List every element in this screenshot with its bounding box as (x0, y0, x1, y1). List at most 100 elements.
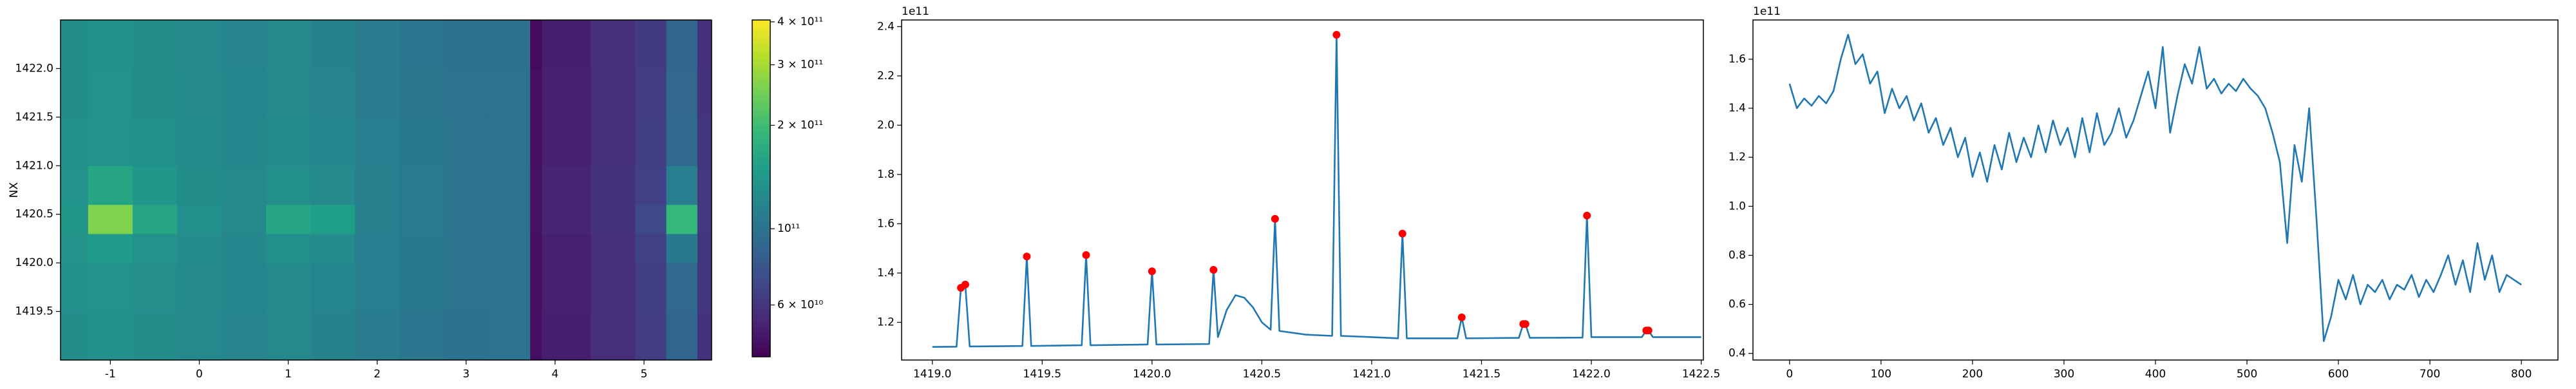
heatmap-cell (488, 263, 531, 312)
heatmap-cell (132, 311, 178, 361)
heatmap-cell (266, 263, 311, 312)
heatmap-cell (697, 166, 712, 205)
heatmap-cell (88, 20, 133, 69)
heatmap-cell (355, 233, 400, 263)
x-tick-label: 2 (374, 368, 381, 381)
heatmap-cell (355, 204, 400, 234)
heatmap-cell (61, 204, 89, 234)
heatmap-cell (310, 204, 355, 234)
colorbar (752, 19, 771, 357)
x-tick-label: 600 (2328, 368, 2349, 381)
heatmap-cell (635, 233, 667, 263)
heatmap-cell (61, 263, 89, 312)
heatmap-cell (666, 311, 698, 361)
heatmap-cell (697, 233, 712, 263)
panel: 1419.0 1419.5 1420.0 1420.5 1421.0 1421.5 1422… (877, 5, 1720, 381)
heatmap-cell (310, 68, 355, 118)
heatmap-cell (488, 20, 531, 69)
heatmap-cell (488, 68, 531, 118)
heatmap-cell (591, 166, 636, 205)
heatmap-cell (221, 233, 267, 263)
x-tick-label: 300 (2054, 368, 2074, 381)
colorbar-tick-label: 6 × 10¹⁰ (777, 299, 823, 312)
y-tick-label: 1421.5 (15, 111, 53, 124)
heatmap-cell (635, 68, 667, 118)
heatmap-cell (444, 263, 489, 312)
heatmap-cell (666, 263, 698, 312)
heatmap-cell (542, 263, 591, 312)
heatmap-cell (697, 263, 712, 312)
heatmap-cell (591, 117, 636, 166)
heatmap-cell (88, 263, 133, 312)
y-tick-label: 0.4 (1728, 347, 1746, 360)
heatmap-cell (542, 166, 591, 205)
heatmap-cell (88, 68, 133, 118)
heatmap-cell (444, 204, 489, 234)
peak-marker (961, 280, 969, 289)
x-tick-label: 0 (1786, 368, 1793, 381)
heatmap-cell (488, 117, 531, 166)
heatmap-cell (266, 233, 311, 263)
heatmap-cell (355, 20, 400, 69)
y-tick-label: 1422.0 (15, 62, 53, 75)
heatmap-cell (444, 20, 489, 69)
x-tick-label: 0 (196, 368, 203, 381)
peak-marker (1398, 229, 1406, 238)
heatmap-cell (221, 20, 267, 69)
heatmap-cell (88, 204, 133, 234)
heatmap-cell (542, 117, 591, 166)
heatmap-cell (635, 117, 667, 166)
heatmap-cell (542, 68, 591, 118)
heatmap-cell (266, 204, 311, 234)
peak-marker (1271, 214, 1279, 223)
peak-marker (1457, 313, 1466, 321)
y-tick-label: 1.2 (877, 316, 895, 328)
peak-marker (1082, 251, 1090, 260)
heatmap-cell (666, 204, 698, 234)
heatmap-cell (530, 20, 542, 69)
x-tick-label: 1422.5 (1682, 368, 1720, 381)
heatmap-cell (666, 166, 698, 205)
heatmap-cell (221, 166, 267, 205)
y-tick-label: 1420.0 (15, 256, 53, 269)
heatmap-cell (488, 166, 531, 205)
axis-offset-label: 1e11 (1753, 5, 1781, 18)
y-axis-label: NX (8, 182, 21, 198)
axes-frame (901, 19, 1704, 361)
heatmap-cell (530, 263, 542, 312)
heatmap-cell (221, 311, 267, 361)
data-line (1788, 33, 2522, 342)
y-tick-label: 1.4 (1728, 102, 1746, 115)
heatmap-cell (61, 117, 89, 166)
y-tick-label: 0.6 (1728, 298, 1746, 311)
heatmap-cell (697, 311, 712, 361)
heatmap-cell (61, 68, 89, 118)
heatmap-cell (697, 204, 712, 234)
axes-frame (1752, 19, 2559, 361)
heatmap-cell (488, 233, 531, 263)
x-tick-label: 5 (641, 368, 648, 381)
heatmap-cell (266, 166, 311, 205)
y-tick-label: 2.4 (877, 20, 895, 33)
heatmap-cell (132, 20, 178, 69)
y-tick-label: 2.0 (877, 119, 895, 131)
y-tick-label: 1.8 (877, 168, 895, 181)
heatmap-cell (266, 20, 311, 69)
heatmap-cell (88, 233, 133, 263)
x-tick-label: 1419.5 (1023, 368, 1061, 381)
heatmap-cell (355, 311, 400, 361)
peak-marker (1644, 327, 1653, 335)
heatmap-cell (310, 311, 355, 361)
heatmap-cell (355, 117, 400, 166)
x-tick-label: 400 (2145, 368, 2166, 381)
heatmap-cell (444, 311, 489, 361)
x-tick-label: 1420.0 (1133, 368, 1171, 381)
heatmap-cell (176, 20, 222, 69)
heatmap-cell (176, 263, 222, 312)
heatmap-cell (176, 166, 222, 205)
x-tick-label: 700 (2420, 368, 2440, 381)
heatmap-cell (61, 311, 89, 361)
peak-marker (1209, 265, 1218, 274)
heatmap-cell (591, 263, 636, 312)
heatmap-cell (176, 68, 222, 118)
